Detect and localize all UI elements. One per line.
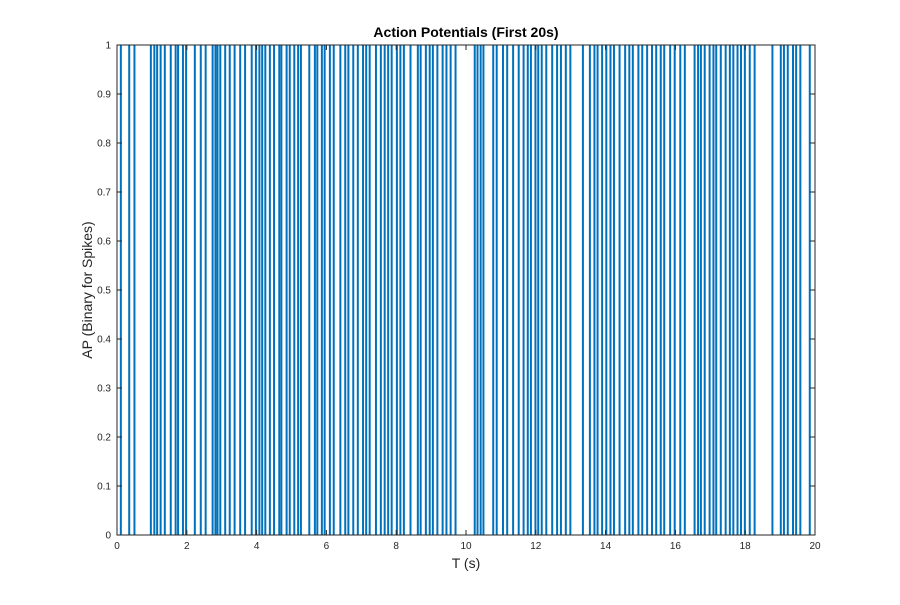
y-axis-ticks: 0 0.1 0.2 0.3 0.4 0.5 0.6 0.7 0.8 0.9 1	[97, 41, 815, 542]
y-axis-label: AP (Binary for Spikes)	[79, 221, 95, 358]
y-tick-label: 0.5	[97, 286, 111, 297]
y-tick-label: 0.2	[97, 433, 111, 444]
x-tick-label: 10	[460, 541, 472, 552]
x-tick-label: 18	[740, 541, 752, 552]
y-tick-label: 0.6	[97, 237, 111, 248]
y-tick-label: 0	[105, 531, 111, 542]
y-tick-label: 0.7	[97, 188, 111, 199]
x-tick-label: 12	[530, 541, 542, 552]
y-tick-label: 0.8	[97, 139, 111, 150]
x-tick-label: 20	[809, 541, 821, 552]
x-tick-label: 8	[393, 541, 399, 552]
chart-title: Action Potentials (First 20s)	[373, 24, 558, 40]
y-tick-label: 0.9	[97, 90, 111, 101]
spike-lines	[119, 45, 811, 535]
x-axis-label: T (s)	[452, 555, 481, 571]
x-tick-label: 6	[324, 541, 330, 552]
x-tick-label: 0	[114, 541, 120, 552]
x-tick-label: 14	[600, 541, 612, 552]
x-tick-label: 2	[184, 541, 190, 552]
x-tick-label: 4	[254, 541, 260, 552]
x-axis-ticks: 0 2 4 6 8 10 12 14 16 18 20	[114, 45, 821, 552]
y-tick-label: 0.3	[97, 384, 111, 395]
y-tick-label: 0.1	[97, 482, 111, 493]
y-tick-label: 1	[105, 41, 111, 52]
y-tick-label: 0.4	[97, 335, 111, 346]
x-tick-label: 16	[670, 541, 682, 552]
